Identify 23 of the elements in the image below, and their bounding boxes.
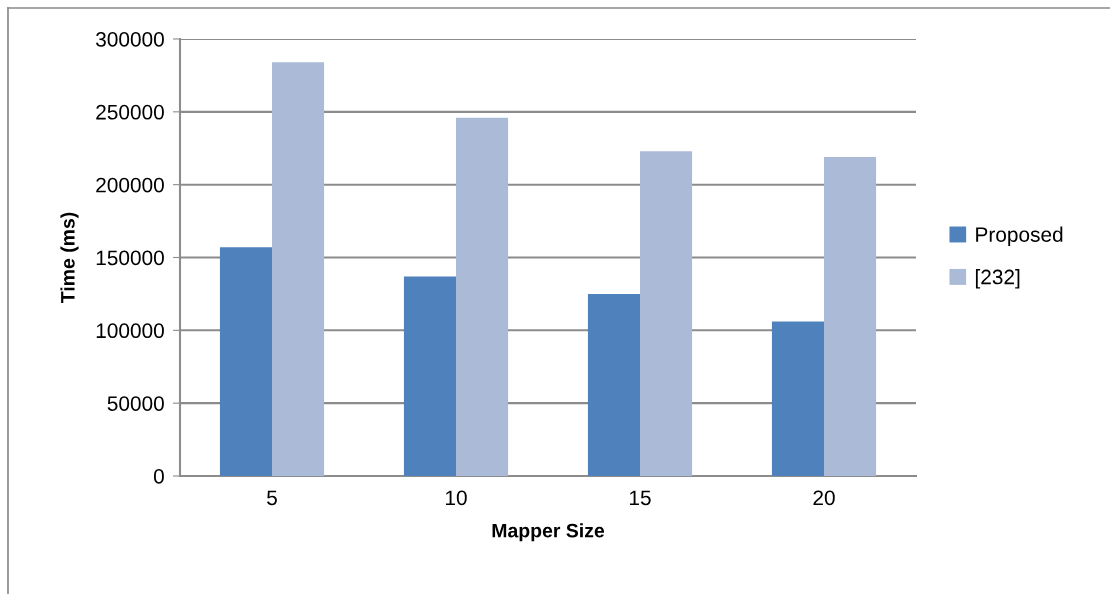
x-tick-label: 10 [446, 490, 467, 506]
bar [272, 62, 325, 476]
bar [771, 321, 824, 476]
x-axis-title: Mapper Size [492, 523, 605, 542]
legend-label: Proposed [976, 226, 1063, 247]
bar [219, 247, 272, 476]
bar [587, 293, 640, 476]
x-tick-label: 20 [813, 490, 835, 506]
y-axis-title: Time (ms) [60, 212, 79, 304]
y-tick-label: 150000 [96, 250, 164, 266]
bar [640, 151, 693, 476]
bar [824, 156, 877, 476]
x-tick-label: 5 [267, 490, 277, 506]
x-tick-label: 15 [630, 490, 651, 506]
y-tick-label: 0 [153, 469, 164, 484]
legend-label: [232] [975, 269, 1020, 289]
y-tick-label: 300000 [96, 32, 164, 47]
y-tick-label: 250000 [96, 104, 164, 120]
y-tick-label: 200000 [96, 177, 164, 193]
y-tick-label: 100000 [96, 323, 164, 339]
y-tick-label: 50000 [107, 396, 164, 411]
bar [403, 276, 456, 476]
bar [456, 117, 509, 476]
